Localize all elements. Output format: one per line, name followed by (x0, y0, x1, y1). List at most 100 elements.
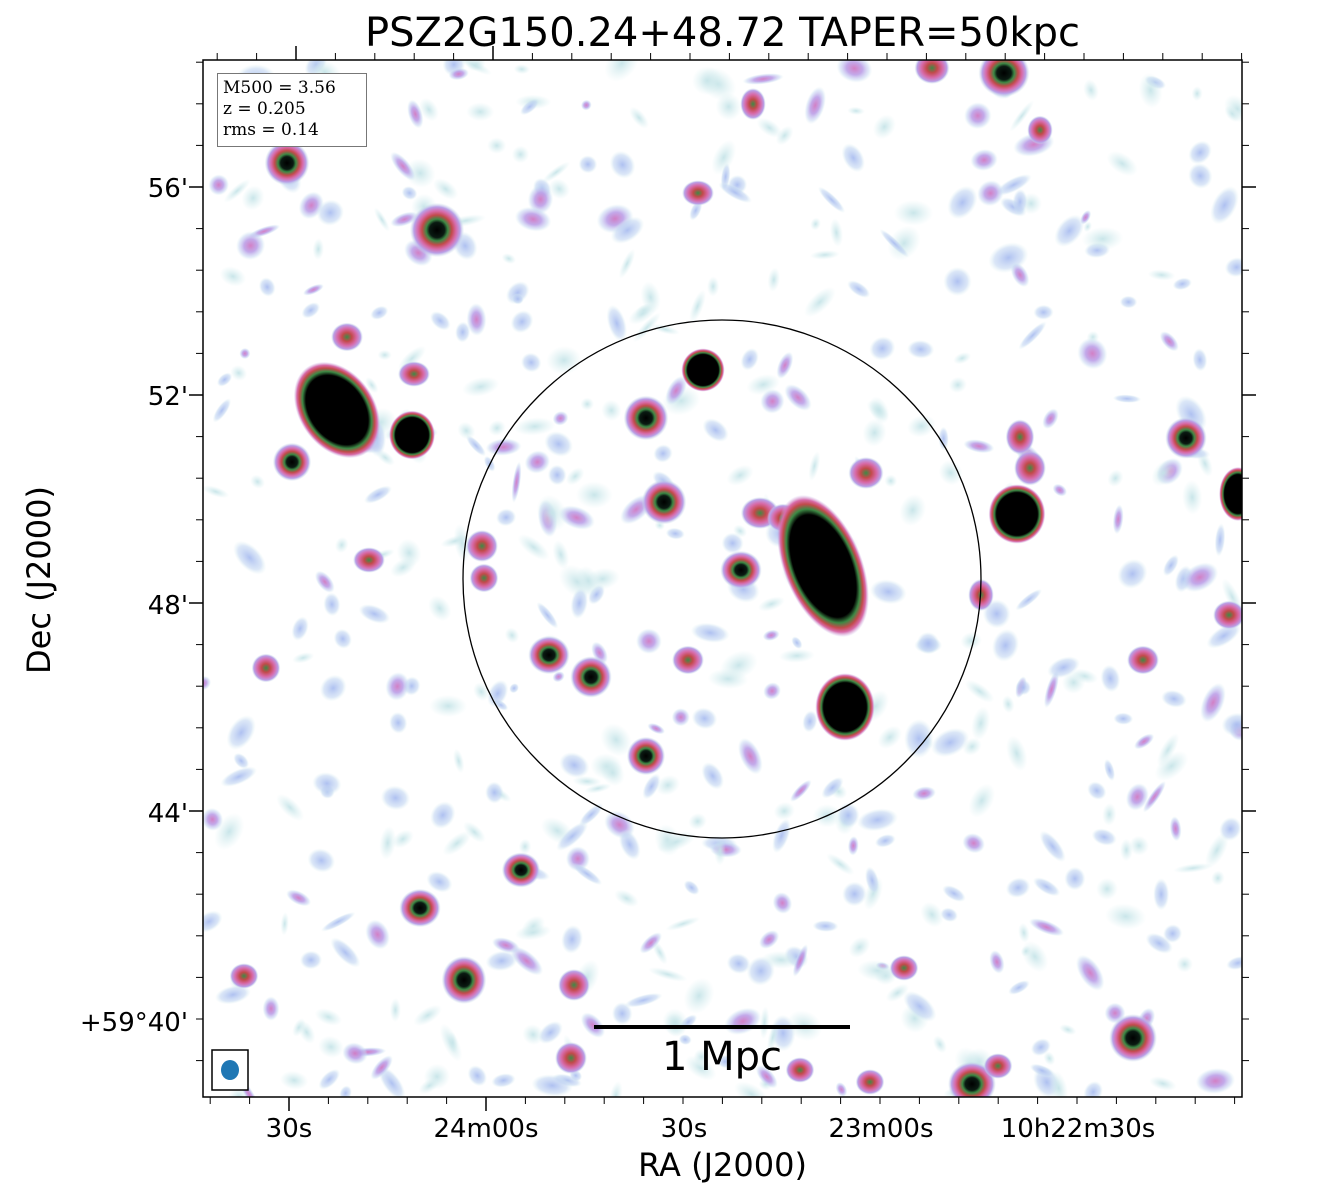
noise-blob (522, 1024, 544, 1045)
noise-blob (233, 540, 267, 575)
noise-blob (1080, 210, 1092, 225)
noise-blob (576, 565, 601, 596)
noise-blob (1156, 733, 1180, 767)
noise-blob (656, 831, 696, 853)
noise-blob (1042, 408, 1059, 429)
noise-blob (726, 464, 754, 486)
noise-blob (485, 438, 522, 456)
y-tick-labels: 56' 52' 48' 44' +59°40' (80, 174, 188, 1038)
noise-blob (514, 206, 552, 232)
noise-blob (241, 185, 265, 211)
noise-blob (1103, 758, 1116, 782)
noise-blob (1087, 781, 1107, 800)
radio-source (229, 963, 259, 989)
noise-blob (392, 829, 414, 849)
radio-source (848, 457, 884, 489)
radio-source (815, 673, 875, 741)
noise-blob (558, 505, 595, 530)
noise-blob (467, 1065, 488, 1087)
noise-blob (466, 102, 495, 122)
noise-blob (1161, 689, 1187, 708)
noise-blob (514, 924, 552, 941)
noise-blob (1151, 459, 1176, 487)
noise-blob (702, 418, 729, 442)
radio-source (441, 956, 487, 1004)
noise-blob (1188, 163, 1213, 189)
noise-blob (429, 311, 451, 331)
noise-blob (717, 1054, 733, 1069)
noise-blob (1153, 878, 1170, 911)
y-tick-label: 44' (148, 799, 188, 829)
noise-blob (790, 779, 812, 802)
noise-blob (960, 631, 982, 650)
x-tick-label: 30s (661, 1114, 708, 1144)
x-axis-label: RA (J2000) (638, 1146, 807, 1184)
noise-blob (773, 801, 795, 821)
noise-blob (600, 759, 625, 787)
radio-source (672, 645, 704, 675)
noise-blob (877, 725, 902, 749)
noise-blob (614, 889, 639, 908)
noise-blob (389, 998, 402, 1022)
noise-blob (1001, 695, 1015, 714)
noise-blob (784, 384, 812, 411)
radio-source (251, 653, 281, 683)
noise-blob (714, 836, 726, 866)
noise-blob (203, 910, 223, 933)
noise-blob (1083, 221, 1092, 233)
noise-blob (342, 1042, 368, 1065)
noise-blob (1182, 479, 1203, 515)
noise-blob (1091, 828, 1117, 846)
noise-blob (279, 1070, 309, 1090)
noise-blob (953, 352, 972, 365)
noise-blob (203, 485, 230, 499)
noise-blob (671, 708, 690, 727)
noise-blob (932, 1035, 947, 1054)
radio-source (1213, 600, 1242, 630)
noise-blob (262, 996, 280, 1021)
noise-blob (665, 916, 701, 931)
noise-blob (903, 991, 937, 1022)
noise-blob (662, 1008, 689, 1037)
noise-blob (962, 833, 986, 854)
noise-blob (884, 474, 898, 488)
noise-blob (1162, 554, 1179, 577)
noise-blob (1138, 72, 1163, 109)
noise-blob (1119, 295, 1138, 309)
noise-blob (547, 464, 567, 486)
noise-blob (887, 225, 921, 261)
noise-blob (418, 1077, 441, 1095)
x-tick-label: 30s (266, 1114, 313, 1144)
radio-source (983, 1053, 1013, 1079)
radio-source (528, 635, 570, 675)
noise-blob (448, 67, 469, 81)
radio-source (1014, 450, 1046, 486)
noise-blob (226, 715, 256, 751)
noise-blob (948, 376, 967, 393)
cluster-aperture-circle (462, 319, 982, 839)
noise-blob (1043, 1051, 1056, 1066)
noise-blob (1176, 955, 1193, 973)
radio-source (558, 969, 590, 1001)
mass-label: M500 = 3.56 (223, 78, 336, 98)
noise-blob (1224, 105, 1241, 123)
radio-source (272, 442, 312, 482)
noise-blob (1154, 750, 1189, 782)
noise-blob (297, 1020, 316, 1044)
noise-blob (1083, 1081, 1103, 1097)
noise-blob (556, 821, 589, 851)
noise-blob (758, 596, 785, 612)
x-tick-label: 24m00s (433, 1114, 538, 1144)
noise-blob (1205, 832, 1229, 868)
noise-blob (495, 508, 517, 527)
noise-blob (1107, 469, 1124, 487)
noise-blob (776, 351, 794, 379)
noise-blob (734, 1081, 769, 1097)
radio-source (623, 395, 669, 441)
noise-blob (874, 834, 896, 848)
noise-blob (1077, 337, 1108, 370)
radio-source (409, 202, 465, 258)
noise-blob (1064, 866, 1086, 891)
noise-blob (629, 106, 649, 129)
noise-blob (1129, 835, 1149, 856)
